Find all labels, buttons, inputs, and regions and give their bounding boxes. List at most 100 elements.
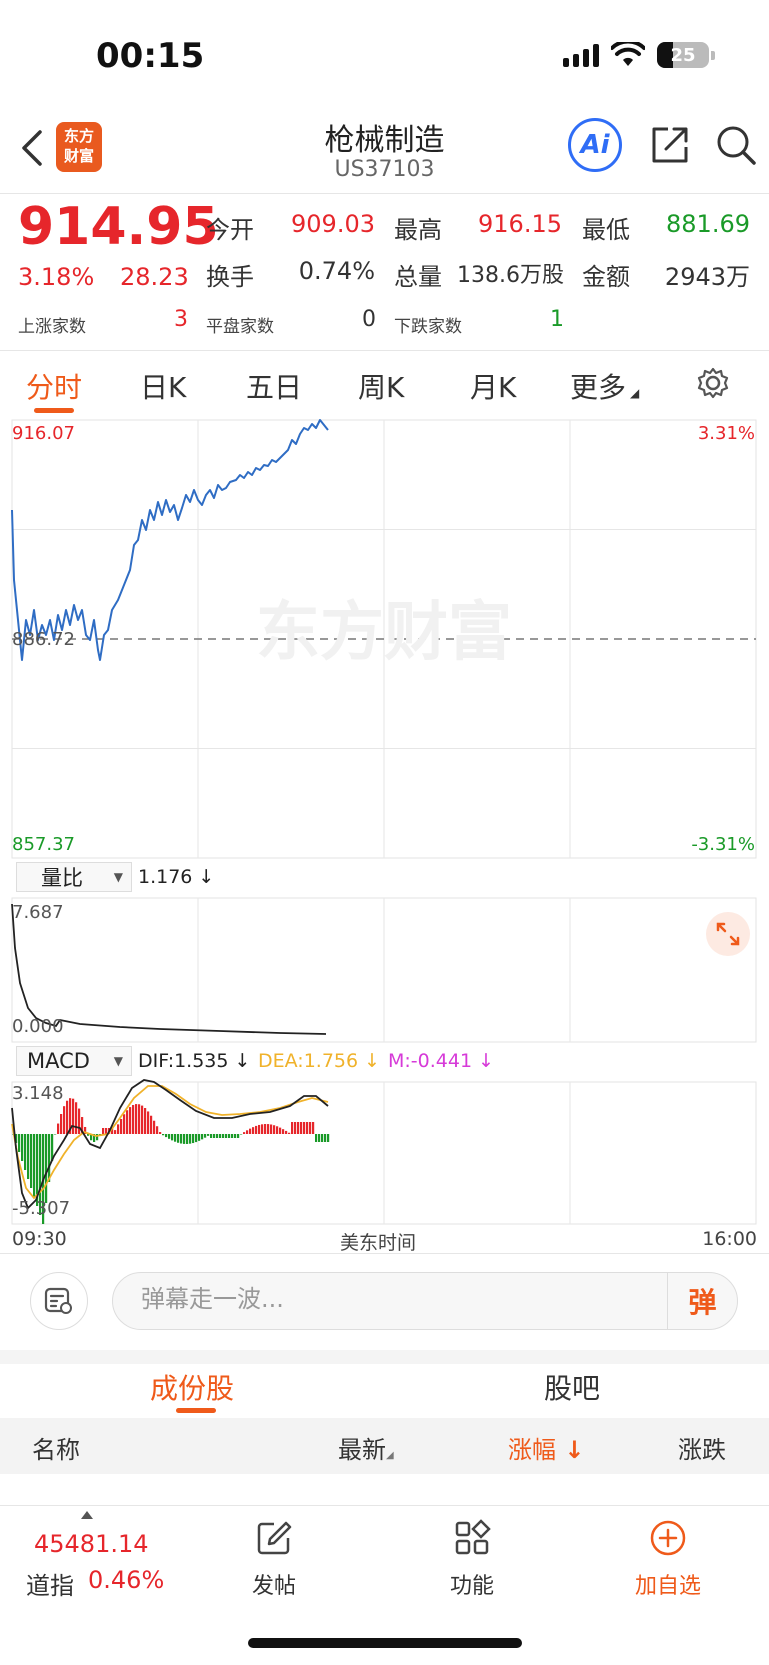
ai-button[interactable]: Ai	[568, 118, 622, 172]
macd-histogram-bar	[186, 1134, 189, 1144]
macd-histogram-bar	[297, 1122, 300, 1134]
share-icon[interactable]	[648, 123, 692, 167]
add-watchlist-button[interactable]: 加自选	[618, 1518, 718, 1600]
expand-chart-button[interactable]	[706, 912, 750, 956]
tab-constituents[interactable]: 成份股	[150, 1372, 235, 1405]
flat-count-label: 平盘家数	[206, 317, 274, 337]
change-amount: 28.23	[120, 263, 189, 291]
index-value[interactable]: 45481.14	[34, 1530, 149, 1558]
macd-histogram-bar	[171, 1134, 174, 1141]
macd-selector[interactable]: MACD ▼	[16, 1046, 132, 1076]
macd-histogram-bar	[33, 1134, 36, 1197]
expand-icon	[716, 922, 740, 946]
macd-histogram-bar	[174, 1134, 177, 1142]
macd-histogram-bar	[192, 1134, 195, 1144]
macd-histogram-bar	[270, 1124, 273, 1134]
amount-label: 金额	[582, 263, 630, 291]
macd-histogram-bar	[138, 1104, 141, 1134]
tab-daily-k[interactable]: 日K	[140, 371, 187, 404]
status-time: 00:15	[96, 36, 205, 76]
time-zone-label: 美东时间	[340, 1232, 417, 1254]
index-change-pct[interactable]: 0.46%	[88, 1566, 165, 1594]
period-tabs: 分时 日K 五日 周K 月K 更多 ◢	[0, 352, 769, 416]
open-value: 909.03	[291, 210, 375, 238]
macd-histogram-bar	[243, 1132, 246, 1134]
macd-histogram-bar	[15, 1134, 18, 1143]
edit-icon	[257, 1521, 292, 1555]
macd-histogram-bar	[126, 1110, 129, 1134]
tab-stock-forum[interactable]: 股吧	[544, 1372, 601, 1405]
macd-histogram-bar	[51, 1134, 54, 1161]
danmaku-settings-button[interactable]	[30, 1272, 88, 1330]
prev-close-label: 886.72	[12, 629, 75, 650]
vr-min-label: 0.000	[12, 1016, 64, 1037]
macd-histogram-bar	[312, 1122, 315, 1134]
macd-histogram-bar	[27, 1134, 30, 1179]
search-icon[interactable]	[714, 123, 758, 167]
volume-value: 138.6万股	[457, 263, 564, 288]
tab-intraday[interactable]: 分时	[26, 371, 83, 404]
col-change-pct[interactable]: 涨幅 ↓	[508, 1436, 585, 1464]
macd-histogram-bar	[222, 1134, 225, 1138]
index-name[interactable]: 道指	[26, 1572, 74, 1600]
divider	[0, 193, 769, 194]
add-circle-icon	[650, 1520, 686, 1556]
settings-gear-icon[interactable]	[696, 366, 730, 400]
intraday-chart[interactable]: 东方财富	[0, 418, 769, 1230]
macd-histogram-bar	[237, 1134, 240, 1138]
tab-more[interactable]: 更多 ◢	[570, 371, 640, 404]
tab-five-day[interactable]: 五日	[246, 371, 303, 404]
macd-histogram-bar	[114, 1130, 117, 1134]
macd-histogram-bar	[225, 1134, 228, 1138]
col-change[interactable]: 涨跌	[678, 1436, 726, 1464]
danmaku-send-button[interactable]: 弹	[667, 1273, 737, 1329]
macd-histogram-bar	[201, 1134, 204, 1140]
chevron-left-icon	[22, 130, 42, 166]
macd-histogram-bar	[246, 1130, 249, 1134]
time-end-label: 16:00	[702, 1228, 757, 1250]
grid-icon	[455, 1519, 491, 1555]
macd-histogram-bar	[282, 1129, 285, 1134]
col-name[interactable]: 名称	[32, 1436, 80, 1464]
macd-histogram-bar	[207, 1134, 210, 1136]
danmaku-input[interactable]	[141, 1285, 641, 1313]
tab-weekly-k[interactable]: 周K	[358, 371, 405, 404]
macd-histogram-bar	[129, 1107, 132, 1134]
back-button[interactable]	[18, 123, 58, 173]
macd-histogram-bar	[96, 1134, 99, 1141]
macd-histogram-bar	[294, 1122, 297, 1134]
macd-histogram-bar	[216, 1134, 219, 1138]
macd-histogram-bar	[180, 1134, 183, 1144]
functions-button[interactable]: 功能	[422, 1518, 522, 1600]
status-bar: 00:15 25	[0, 0, 769, 110]
post-button[interactable]: 发帖	[224, 1518, 324, 1600]
high-value: 916.15	[478, 210, 562, 238]
macd-histogram-bar	[318, 1134, 321, 1142]
volume-label: 总量	[394, 263, 442, 291]
divider	[0, 350, 769, 351]
tab-monthly-k[interactable]: 月K	[470, 371, 517, 404]
turnover-label: 换手	[206, 263, 254, 291]
macd-histogram-bar	[156, 1126, 159, 1134]
macd-histogram-bar	[66, 1100, 69, 1134]
volume-ratio-selector[interactable]: 量比 ▼	[16, 862, 132, 892]
up-count: 3	[174, 307, 188, 332]
open-label: 今开	[206, 216, 254, 244]
macd-histogram-bar	[21, 1134, 24, 1161]
post-label: 发帖	[251, 1574, 296, 1599]
macd-histogram-bar	[165, 1134, 168, 1138]
wifi-icon	[611, 42, 645, 66]
page-title: 枪械制造	[324, 123, 445, 158]
macd-histogram-bar	[111, 1128, 114, 1134]
price-max-label: 916.07	[12, 423, 75, 444]
flat-count: 0	[362, 307, 376, 332]
tab-active-indicator	[34, 408, 74, 413]
macd-histogram-bar	[63, 1106, 66, 1134]
section-gap	[0, 1350, 769, 1364]
col-latest[interactable]: 最新◢	[338, 1436, 394, 1464]
eastmoney-logo[interactable]: 东方 财富	[56, 122, 102, 172]
macd-histogram-bar	[69, 1098, 72, 1134]
macd-histogram-bar	[285, 1130, 288, 1134]
danmaku-input-box[interactable]: 弹	[112, 1272, 738, 1330]
macd-histogram-bar	[309, 1122, 312, 1134]
